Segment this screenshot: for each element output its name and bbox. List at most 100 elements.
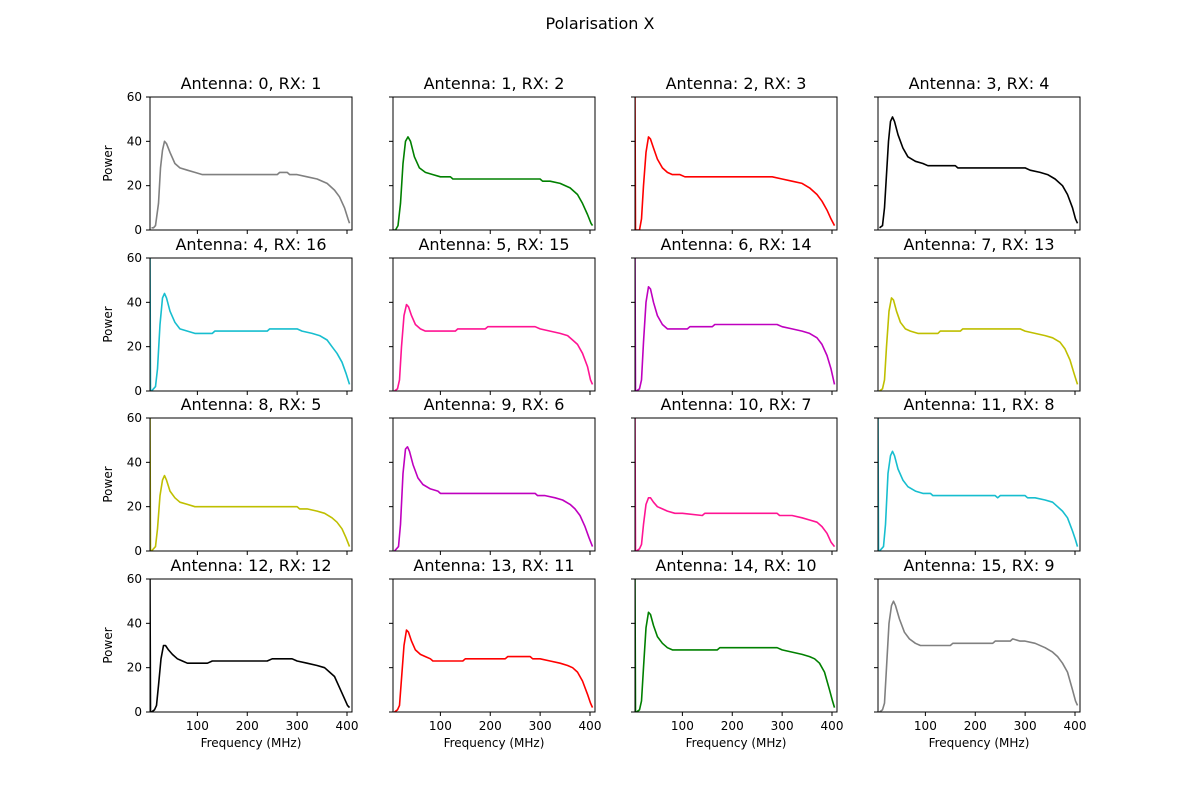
y-tick-label: 60 (127, 411, 142, 425)
x-tick-label: 400 (821, 719, 844, 733)
y-tick-label: 40 (127, 295, 142, 309)
y-tick-label: 40 (127, 455, 142, 469)
axes-frame (877, 417, 1081, 552)
figure-title: Polarisation X (546, 14, 655, 33)
subplot: Antenna: 6, RX: 14 (631, 235, 838, 395)
axes-frame (392, 96, 596, 231)
series-line (394, 629, 594, 712)
axes-frame (149, 257, 353, 392)
x-tick-label: 300 (771, 719, 794, 733)
y-tick-label: 0 (134, 544, 142, 558)
axes-frame (877, 257, 1081, 392)
axes-frame (634, 257, 838, 392)
y-tick-label: 60 (127, 572, 142, 586)
subplot: Antenna: 14, RX: 10 100 200 300 400 Frequency… (631, 556, 843, 750)
y-tick-label: 40 (127, 616, 142, 630)
axes-frame (392, 578, 596, 713)
subplot-title: Antenna: 6, RX: 14 (660, 235, 811, 254)
subplot: Antenna: 15, RX: 9 100 200 300 400 Frequency … (874, 556, 1086, 750)
y-tick-label: 0 (134, 384, 142, 398)
y-tick-label: 20 (127, 500, 142, 514)
axes-frame (634, 578, 838, 713)
subplot: Antenna: 11, RX: 8 (874, 395, 1081, 555)
x-tick-label: 100 (671, 719, 694, 733)
axes-frame (877, 578, 1081, 713)
subplot: Antenna: 13, RX: 11 100 200 300 400 Frequency… (389, 556, 601, 750)
axes-frame (149, 578, 353, 713)
y-tick-label: 40 (127, 134, 142, 148)
series-line (879, 600, 1079, 712)
x-axis-label: Frequency (MHz) (201, 736, 302, 750)
axes-frame (149, 96, 353, 231)
subplot: Antenna: 5, RX: 15 (389, 235, 596, 395)
y-axis-label: Power (101, 466, 115, 502)
axes-frame (877, 96, 1081, 231)
x-tick-label: 400 (1064, 719, 1087, 733)
y-tick-label: 0 (134, 705, 142, 719)
axes-frame (634, 417, 838, 552)
axes-frame (634, 96, 838, 231)
series-line (879, 297, 1079, 391)
subplot-title: Antenna: 13, RX: 11 (413, 556, 574, 575)
subplot-title: Antenna: 14, RX: 10 (655, 556, 816, 575)
y-axis-label: Power (101, 627, 115, 663)
x-axis-label: Frequency (MHz) (686, 736, 787, 750)
x-axis-label: Frequency (MHz) (444, 736, 545, 750)
x-tick-label: 200 (721, 719, 744, 733)
subplot: Antenna: 7, RX: 13 (874, 235, 1081, 395)
x-axis-label: Frequency (MHz) (929, 736, 1030, 750)
subplot: Antenna: 8, RX: 5 0 20 40 60 Power (101, 395, 353, 558)
subplot: Antenna: 9, RX: 6 (389, 395, 596, 555)
y-tick-label: 60 (127, 251, 142, 265)
x-tick-label: 300 (286, 719, 309, 733)
x-tick-label: 400 (336, 719, 359, 733)
subplot-title: Antenna: 3, RX: 4 (909, 74, 1050, 93)
y-axis-label: Power (101, 145, 115, 181)
subplot-title: Antenna: 8, RX: 5 (181, 395, 322, 414)
subplot-title: Antenna: 15, RX: 9 (903, 556, 1054, 575)
x-tick-label: 200 (964, 719, 987, 733)
series-line (635, 418, 836, 551)
subplot-title: Antenna: 1, RX: 2 (424, 74, 565, 93)
subplot-title: Antenna: 12, RX: 12 (170, 556, 331, 575)
series-line (635, 97, 836, 230)
axes-frame (392, 417, 596, 552)
series-line (393, 446, 594, 551)
series-line (878, 418, 1079, 551)
x-tick-label: 400 (579, 719, 602, 733)
x-tick-label: 200 (479, 719, 502, 733)
subplot: Antenna: 3, RX: 4 (874, 74, 1081, 234)
subplot: Antenna: 0, RX: 1 0 20 40 60 Power (101, 74, 353, 237)
x-tick-label: 100 (429, 719, 452, 733)
series-line (635, 579, 836, 712)
y-tick-label: 0 (134, 223, 142, 237)
y-tick-label: 20 (127, 340, 142, 354)
subplot: Antenna: 2, RX: 3 (631, 74, 838, 234)
series-line (151, 140, 351, 229)
subplot-title: Antenna: 2, RX: 3 (666, 74, 807, 93)
axes-frame (392, 257, 596, 392)
x-tick-label: 300 (529, 719, 552, 733)
subplot-title: Antenna: 9, RX: 6 (424, 395, 565, 414)
series-line (150, 579, 351, 712)
series-line (879, 116, 1079, 229)
subplot: Antenna: 10, RX: 7 (631, 395, 838, 555)
subplot-grid: Antenna: 0, RX: 1 0 20 40 60 Power Antenna: 1,… (101, 74, 1086, 750)
series-line (394, 303, 594, 391)
subplot-title: Antenna: 7, RX: 13 (903, 235, 1054, 254)
y-axis-label: Power (101, 306, 115, 342)
x-tick-label: 100 (914, 719, 937, 733)
x-tick-label: 300 (1014, 719, 1037, 733)
series-line (150, 418, 351, 551)
subplot-title: Antenna: 5, RX: 15 (418, 235, 569, 254)
x-tick-label: 200 (236, 719, 259, 733)
series-line (635, 258, 836, 391)
subplot: Antenna: 1, RX: 2 (389, 74, 596, 234)
y-tick-label: 20 (127, 661, 142, 675)
subplot: Antenna: 12, RX: 12 100 200 300 400 0 20 40 60 Po… (101, 556, 358, 750)
subplot-title: Antenna: 10, RX: 7 (660, 395, 811, 414)
axes-frame (149, 417, 353, 552)
y-tick-label: 60 (127, 90, 142, 104)
series-line (393, 136, 594, 230)
